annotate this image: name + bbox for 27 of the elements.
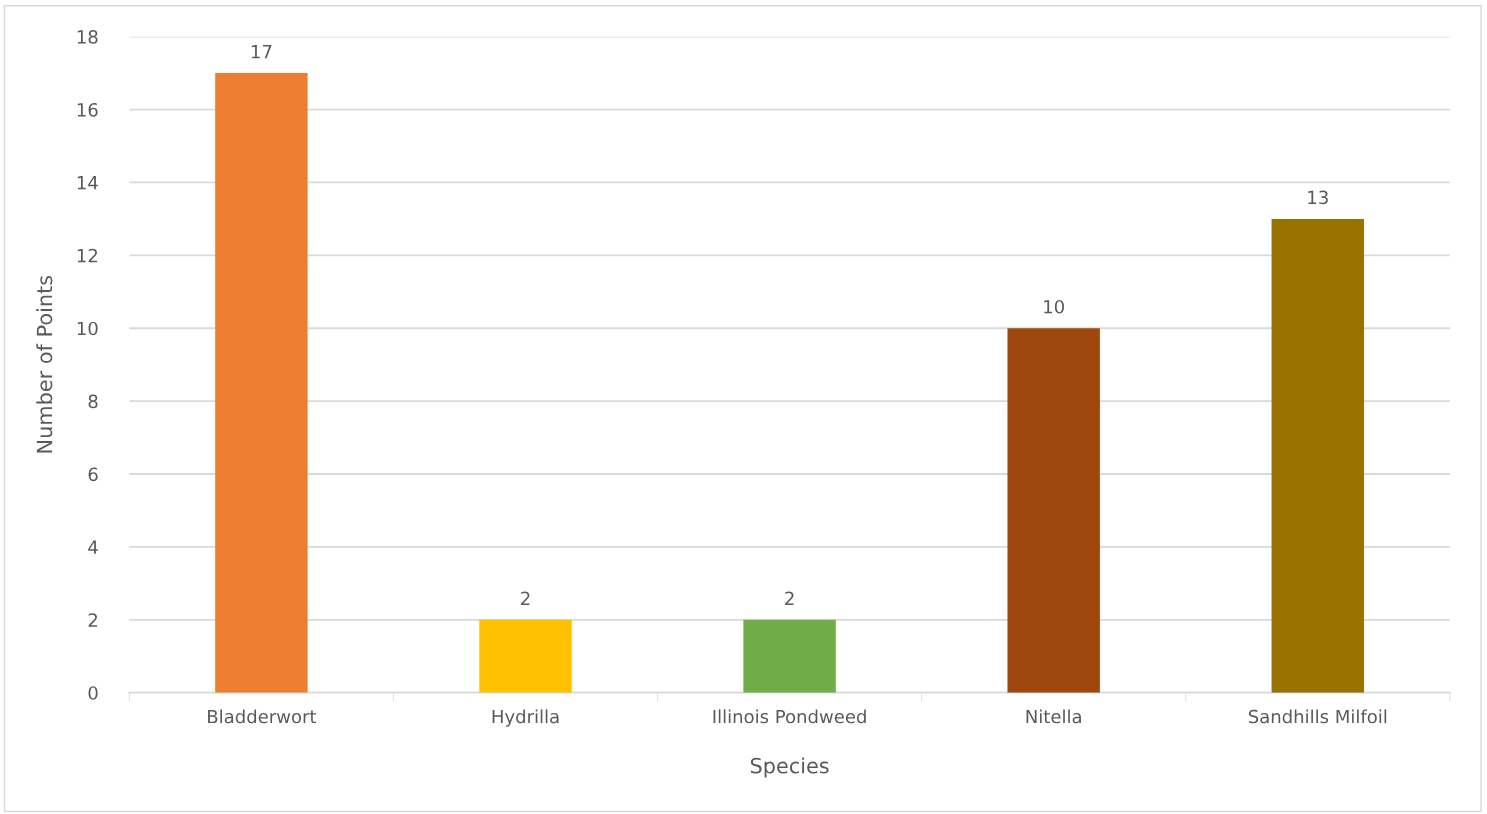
data-label: 10 [1044,299,1064,314]
x-tick-label: Hydrilla [492,709,559,727]
data-label: 2 [785,591,794,605]
y-tick-label: 16 [77,102,98,117]
bar [1007,328,1100,693]
x-tick-label: Bladderwort [208,709,317,724]
x-tick-label: Nitella [1026,709,1081,724]
data-label: 17 [251,45,272,59]
bar [1271,218,1364,693]
y-tick-label: 8 [88,394,98,409]
bar [479,619,572,693]
data-label: 13 [1308,190,1328,205]
y-axis-title: Number of Points [36,275,53,453]
data-label: 2 [521,591,530,605]
y-tick-label: 2 [88,613,98,627]
y-tick-label: 14 [77,176,98,190]
y-tick-label: 12 [77,248,97,263]
y-tick-label: 4 [88,540,98,554]
y-tick-label: 0 [88,686,98,700]
y-tick-label: 18 [77,30,98,44]
y-tick-label: 6 [88,467,98,482]
y-tick-label: 10 [77,321,98,336]
x-tick-label: Illinois Pondweed [713,709,866,724]
x-tick-label: Sandhills Milfoil [1248,709,1387,724]
bar [215,73,308,693]
bar [743,619,836,693]
x-axis-title: Species [750,757,829,778]
